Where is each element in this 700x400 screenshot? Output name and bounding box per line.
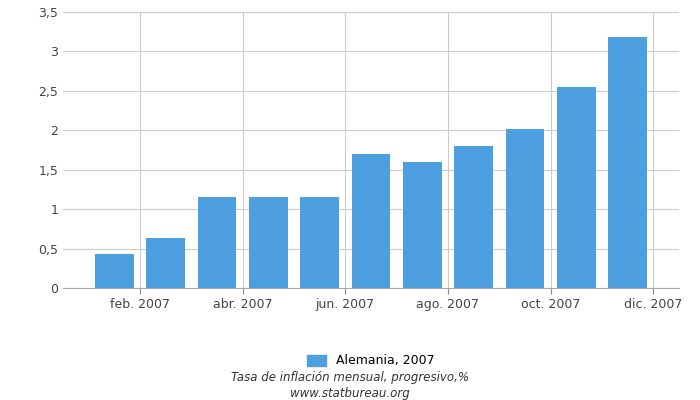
Bar [454,146,493,288]
Bar [197,196,237,288]
Bar [249,196,288,288]
Bar [403,162,442,288]
Bar [505,130,545,288]
Text: www.statbureau.org: www.statbureau.org [290,388,410,400]
Bar [146,238,185,288]
Bar [300,196,339,288]
Bar [608,37,647,288]
Text: Tasa de inflación mensual, progresivo,%: Tasa de inflación mensual, progresivo,% [231,372,469,384]
Bar [557,87,596,288]
Bar [95,254,134,288]
Legend: Alemania, 2007: Alemania, 2007 [302,350,440,372]
Bar [351,154,391,288]
